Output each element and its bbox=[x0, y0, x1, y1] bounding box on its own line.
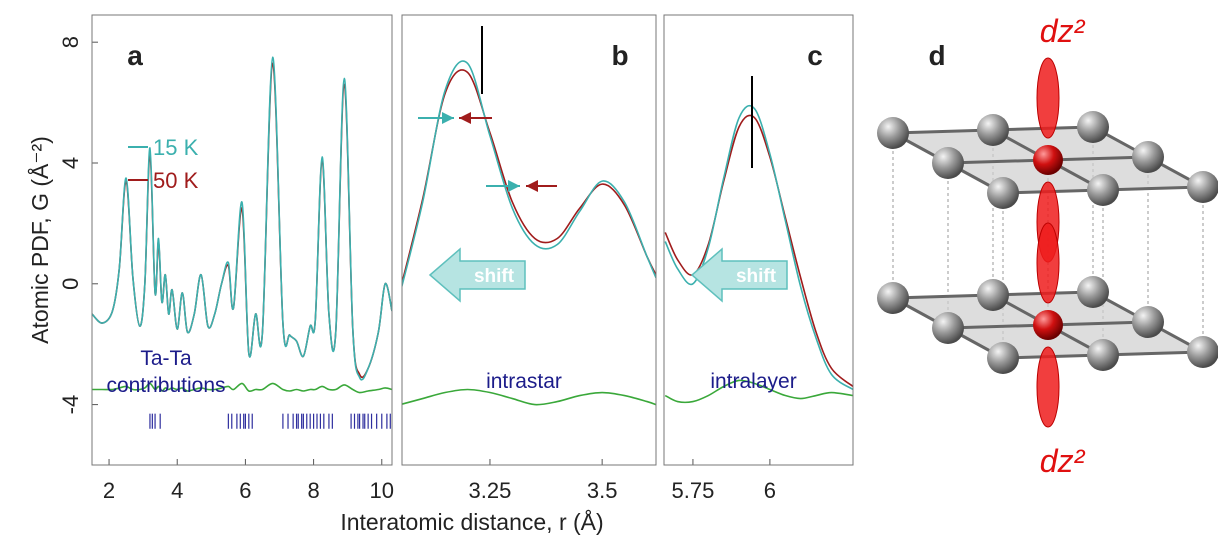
legend-label: 15 K bbox=[153, 135, 199, 160]
orbital-label: dz² bbox=[1040, 13, 1086, 49]
annotation: intrastar bbox=[486, 370, 562, 393]
center-atom bbox=[1033, 145, 1063, 175]
atom bbox=[1187, 336, 1218, 368]
y-tick-label: 4 bbox=[58, 157, 83, 169]
x-tick-label: 2 bbox=[103, 478, 115, 503]
data-line bbox=[402, 60, 656, 290]
x-tick-label: 3.5 bbox=[587, 478, 618, 503]
x-axis-label: Interatomic distance, r (Å) bbox=[340, 508, 603, 535]
orbital-lobe bbox=[1036, 57, 1060, 139]
y-tick-label: 8 bbox=[58, 36, 83, 48]
x-tick-label: 5.75 bbox=[672, 478, 715, 503]
plot-frame bbox=[91, 14, 393, 466]
y-tick-label: 0 bbox=[58, 278, 83, 290]
shift-label: shift bbox=[736, 266, 777, 287]
atom bbox=[877, 282, 909, 314]
data-line bbox=[402, 388, 656, 406]
data-line bbox=[92, 56, 392, 381]
atom bbox=[877, 117, 909, 149]
atom bbox=[977, 279, 1009, 311]
data-line bbox=[664, 114, 853, 388]
x-tick-label: 4 bbox=[171, 478, 183, 503]
data-line bbox=[92, 382, 392, 394]
x-tick-label: 3.25 bbox=[469, 478, 512, 503]
panel-label: d bbox=[928, 40, 945, 71]
data-line bbox=[402, 69, 656, 286]
plot-area bbox=[92, 56, 392, 429]
orbital-label: dz² bbox=[1040, 443, 1086, 479]
x-tick-label: 6 bbox=[764, 478, 776, 503]
x-tick-label: 10 bbox=[370, 478, 394, 503]
atom bbox=[1077, 111, 1109, 143]
atom bbox=[987, 177, 1019, 209]
arrow-head bbox=[526, 180, 538, 192]
atom bbox=[1077, 276, 1109, 308]
plot-area bbox=[664, 104, 853, 404]
panel-label: b bbox=[611, 40, 628, 71]
arrow-head bbox=[508, 180, 520, 192]
shift-arrow bbox=[428, 247, 526, 303]
lattice-diagram: d dz² dz² bbox=[877, 13, 1218, 479]
shift-arrow bbox=[690, 247, 788, 303]
orbital-lobe bbox=[1036, 222, 1060, 304]
data-line bbox=[664, 379, 853, 404]
atom bbox=[1087, 174, 1119, 206]
x-tick-label: 8 bbox=[307, 478, 319, 503]
arrow-head bbox=[442, 112, 454, 124]
atom bbox=[1132, 141, 1164, 173]
atom bbox=[1132, 306, 1164, 338]
atom bbox=[977, 114, 1009, 146]
y-axis-label: Atomic PDF, G (Å⁻²) bbox=[26, 136, 53, 344]
annotation: contributions bbox=[106, 374, 225, 397]
atom bbox=[1187, 171, 1218, 203]
panel-label: c bbox=[807, 40, 823, 71]
panel-label: a bbox=[127, 40, 143, 71]
arrow-head bbox=[459, 112, 471, 124]
y-tick-label: -4 bbox=[58, 395, 83, 415]
annotation: Ta-Ta bbox=[140, 347, 192, 370]
atom bbox=[932, 147, 964, 179]
legend-label: 50 K bbox=[153, 168, 199, 193]
plot-frame bbox=[663, 14, 854, 466]
data-line bbox=[664, 104, 853, 391]
orbital-lobe bbox=[1036, 346, 1060, 428]
plot-area bbox=[402, 60, 656, 406]
x-tick-label: 6 bbox=[239, 478, 251, 503]
atom bbox=[932, 312, 964, 344]
plot-frame bbox=[401, 14, 657, 466]
center-atom bbox=[1033, 310, 1063, 340]
atom bbox=[1087, 339, 1119, 371]
atom bbox=[987, 342, 1019, 374]
shift-label: shift bbox=[474, 266, 515, 287]
annotation: intralayer bbox=[710, 370, 796, 393]
